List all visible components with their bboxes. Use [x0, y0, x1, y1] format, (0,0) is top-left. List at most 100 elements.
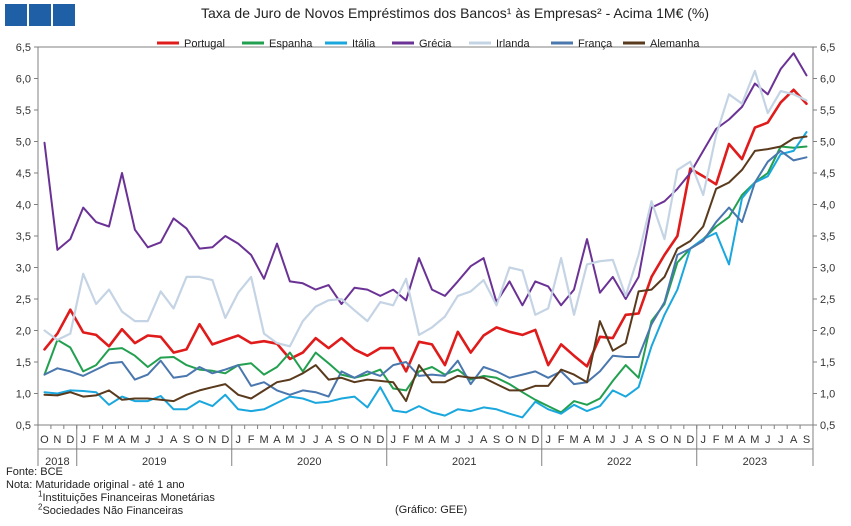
x-month-label: D	[221, 434, 229, 446]
y-tick-label-left: 0,5	[16, 420, 31, 432]
x-month-label: N	[53, 434, 61, 446]
x-month-label: J	[80, 434, 86, 446]
x-month-label: J	[700, 434, 706, 446]
x-month-label: N	[518, 434, 526, 446]
x-month-label: N	[208, 434, 216, 446]
y-tick-label-left: 3,0	[16, 263, 31, 275]
y-tick-label-right: 6,0	[820, 74, 835, 86]
x-month-label: M	[724, 434, 733, 446]
x-month-label: A	[118, 434, 126, 446]
y-tick-label-right: 4,5	[820, 168, 835, 180]
line-chart: 0,5 0,5 1,0 1,0 1,5 1,5 2,0 2,0 2,5 2,5 3,0 3,0 3,5 3…	[16, 38, 835, 466]
x-month-label: J	[623, 434, 629, 446]
x-month-label: A	[635, 434, 643, 446]
chart-notes: Fonte: BCE Nota: Maturidade original - a…	[6, 466, 215, 518]
x-month-label: M	[750, 434, 759, 446]
x-month-label: N	[363, 434, 371, 446]
x-month-label: F	[403, 434, 410, 446]
footnote-2-text: Sociedades Não Financeiras	[42, 505, 184, 517]
y-tick-label-left: 6,0	[16, 74, 31, 86]
x-month-label: S	[493, 434, 500, 446]
series-line-grecia	[43, 52, 808, 307]
x-month-label: A	[273, 434, 281, 446]
legend-label-alemanha: Alemanha	[650, 38, 700, 50]
y-tick-label-right: 4,0	[820, 200, 835, 212]
x-month-label: D	[686, 434, 694, 446]
x-month-label: J	[390, 434, 396, 446]
legend-label-italia: Itália	[352, 38, 376, 50]
footnote-1-text: Instituições Financeiras Monetárias	[42, 492, 215, 504]
x-month-label: S	[183, 434, 190, 446]
x-month-label: S	[803, 434, 810, 446]
y-tick-label-left: 1,5	[16, 357, 31, 369]
x-month-label: J	[455, 434, 461, 446]
y-tick-label-left: 5,5	[16, 105, 31, 117]
y-tick-label-right: 3,5	[820, 231, 835, 243]
x-month-label: J	[545, 434, 551, 446]
x-month-label: J	[158, 434, 164, 446]
y-tick-label-right: 6,5	[820, 42, 835, 54]
x-month-label: M	[440, 434, 449, 446]
x-month-label: J	[610, 434, 616, 446]
y-tick-label-left: 3,5	[16, 231, 31, 243]
x-month-label: J	[468, 434, 474, 446]
logo-block-3	[53, 4, 75, 26]
x-month-label: J	[313, 434, 319, 446]
x-month-label: A	[170, 434, 178, 446]
x-month-label: D	[531, 434, 539, 446]
y-tick-label-right: 3,0	[820, 263, 835, 275]
x-month-label: O	[505, 434, 514, 446]
x-year-label: 2023	[743, 456, 767, 466]
x-month-label: O	[195, 434, 204, 446]
y-tick-label-left: 1,0	[16, 389, 31, 401]
y-tick-label-right: 0,5	[820, 420, 835, 432]
x-month-label: A	[428, 434, 436, 446]
source-note: Fonte: BCE	[6, 466, 63, 478]
footnote-2: 2Sociedades Não Financeiras	[38, 502, 184, 517]
x-year-label: 2020	[297, 456, 321, 466]
x-month-label: D	[376, 434, 384, 446]
legend-label-franca: França	[578, 38, 613, 50]
chart-title: Taxa de Juro de Novos Empréstimos dos Ba…	[200, 5, 710, 21]
y-tick-label-left: 2,5	[16, 294, 31, 306]
x-month-label: S	[648, 434, 655, 446]
legend-label-irlanda: Irlanda	[496, 38, 531, 50]
y-tick-label-right: 5,5	[820, 105, 835, 117]
x-month-label: A	[325, 434, 333, 446]
legend-label-portugal: Portugal	[184, 38, 225, 50]
x-month-label: J	[765, 434, 771, 446]
x-month-label: M	[104, 434, 113, 446]
x-year-label: 2021	[452, 456, 476, 466]
x-month-label: O	[350, 434, 359, 446]
x-year-label: 2018	[45, 456, 69, 466]
footnote-1: 1Instituições Financeiras Monetárias	[38, 489, 215, 504]
x-month-label: J	[145, 434, 151, 446]
x-month-label: O	[660, 434, 669, 446]
x-month-label: M	[595, 434, 604, 446]
x-month-label: F	[713, 434, 720, 446]
y-tick-label-left: 6,5	[16, 42, 31, 54]
x-month-label: F	[93, 434, 100, 446]
logo-block-2	[29, 4, 51, 26]
x-month-label: M	[130, 434, 139, 446]
y-tick-label-right: 1,0	[820, 389, 835, 401]
x-month-label: A	[790, 434, 798, 446]
x-year-label: 2019	[142, 456, 166, 466]
x-month-label: A	[738, 434, 746, 446]
y-tick-label-right: 2,5	[820, 294, 835, 306]
y-tick-label-left: 5,0	[16, 137, 31, 149]
y-tick-label-left: 4,0	[16, 200, 31, 212]
series-line-italia	[43, 131, 808, 419]
y-tick-label-right: 1,5	[820, 357, 835, 369]
x-month-label: J	[778, 434, 784, 446]
series-line-portugal	[43, 88, 808, 373]
series-line-irlanda	[43, 69, 808, 348]
x-month-label: N	[673, 434, 681, 446]
x-month-label: F	[558, 434, 565, 446]
x-month-label: M	[285, 434, 294, 446]
y-tick-label-right: 2,0	[820, 326, 835, 338]
logo-block-1	[5, 4, 27, 26]
chart-credit: (Gráfico: GEE)	[395, 504, 468, 516]
maturity-note: Nota: Maturidade original - até 1 ano	[6, 479, 185, 491]
x-month-label: J	[235, 434, 241, 446]
